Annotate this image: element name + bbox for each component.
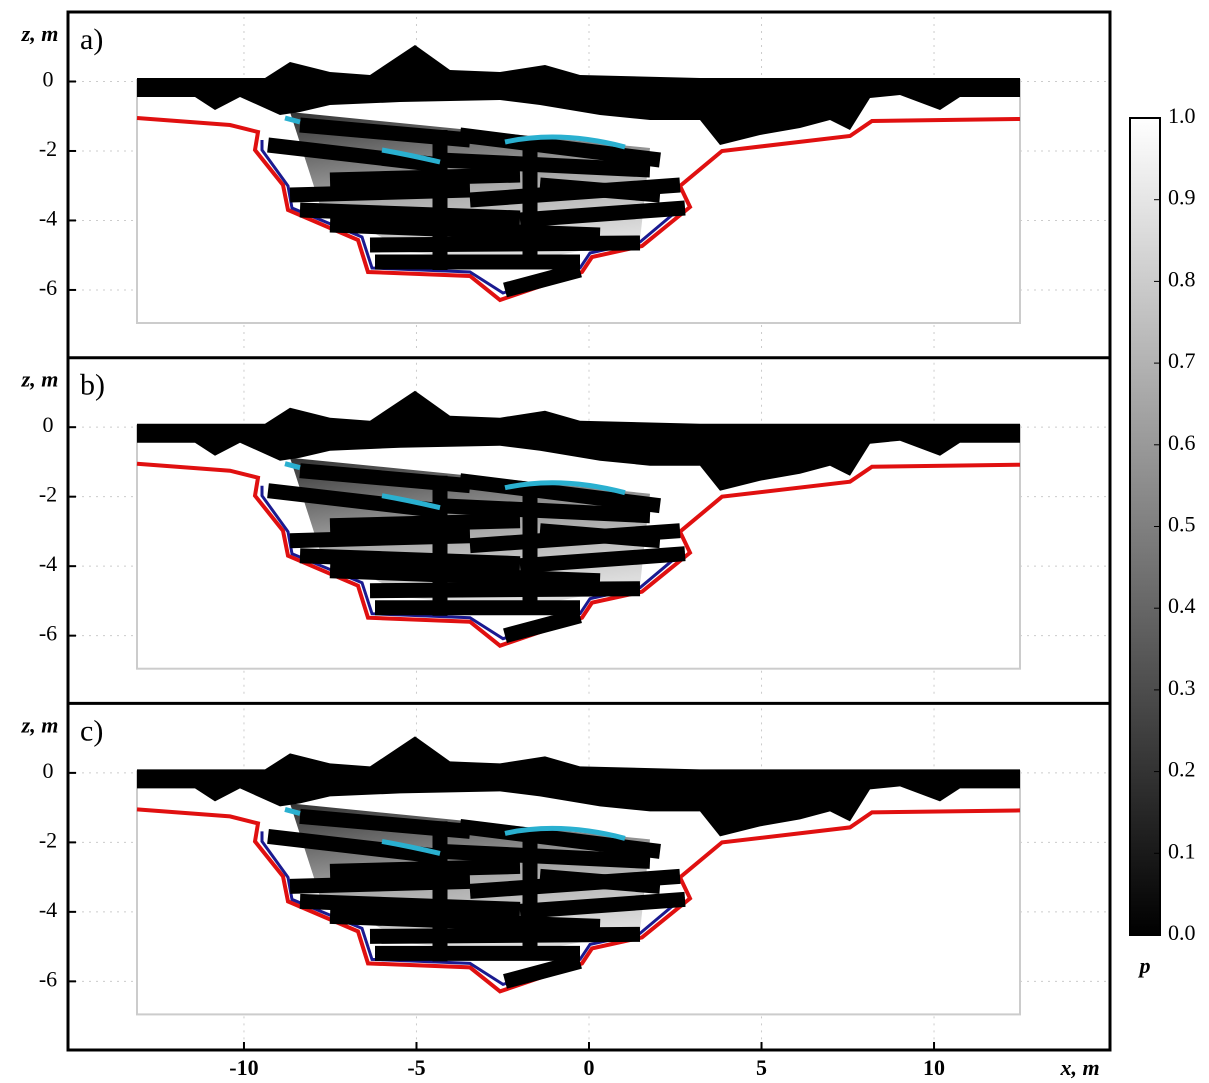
y-tick-label: -6 — [39, 621, 57, 646]
y-tick-label: -4 — [39, 551, 57, 576]
x-axis-label: x, m — [1059, 1055, 1099, 1080]
x-tick-label: -10 — [229, 1055, 258, 1080]
panel-label: b) — [80, 369, 105, 402]
colorbar-tick-label: 0.4 — [1168, 593, 1196, 618]
y-tick-label: -2 — [39, 827, 57, 852]
x-tick-label: 10 — [923, 1055, 945, 1080]
y-tick-label: -6 — [39, 275, 57, 300]
x-tick-label: -5 — [407, 1055, 425, 1080]
y-tick-label: -4 — [39, 897, 57, 922]
rubble-field — [137, 45, 1020, 323]
colorbar-tick-label: 0.9 — [1168, 185, 1196, 210]
colorbar-tick-label: 0.3 — [1168, 675, 1196, 700]
x-tick-label: 5 — [756, 1055, 767, 1080]
y-tick-label: 0 — [43, 758, 54, 783]
x-tick-label: 0 — [584, 1055, 595, 1080]
y-tick-label: -6 — [39, 966, 57, 991]
colorbar-label: p — [1138, 953, 1151, 978]
colorbar-tick-label: 0.0 — [1168, 920, 1196, 945]
y-tick-label: -2 — [39, 482, 57, 507]
colorbar-tick-label: 0.8 — [1168, 266, 1196, 291]
rubble-field — [137, 391, 1020, 669]
y-axis-label: z, m — [21, 367, 59, 392]
y-axis-label: z, m — [21, 712, 59, 737]
y-axis-label: z, m — [21, 21, 59, 46]
panel-label: a) — [80, 23, 103, 56]
y-tick-label: 0 — [43, 412, 54, 437]
colorbar-tick-label: 0.5 — [1168, 512, 1196, 537]
panel-label: c) — [80, 714, 103, 747]
colorbar-tick-label: 0.1 — [1168, 838, 1196, 863]
colorbar-tick-label: 1.0 — [1168, 103, 1196, 128]
y-tick-label: 0 — [43, 67, 54, 92]
rubble-field — [137, 736, 1020, 1014]
colorbar-tick-label: 0.7 — [1168, 348, 1196, 373]
colorbar-tick-label: 0.6 — [1168, 430, 1196, 455]
y-tick-label: -4 — [39, 206, 57, 231]
colorbar-tick-label: 0.2 — [1168, 757, 1196, 782]
y-tick-label: -2 — [39, 136, 57, 161]
